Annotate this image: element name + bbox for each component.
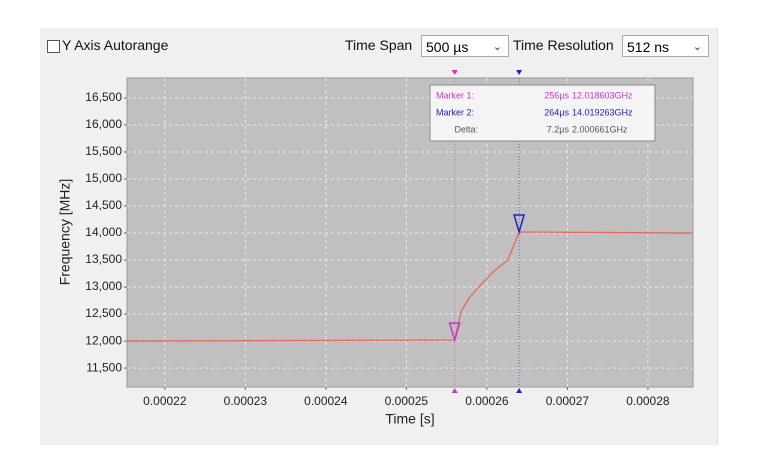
time-span-value: 500 µs	[426, 39, 469, 55]
time-resolution-select[interactable]: 512 ns ⌄	[622, 35, 709, 57]
x-tick-label: 0.00024	[304, 394, 348, 408]
marker-box	[429, 84, 656, 142]
y-tick-label: 16,500	[85, 90, 122, 104]
x-tick-label: 0.00025	[385, 394, 429, 408]
marker-name: Marker 2:	[436, 107, 474, 117]
marker-time: 264µs	[544, 107, 569, 117]
y-tick-label: 15,000	[85, 171, 122, 185]
marker	[513, 214, 526, 235]
marker	[448, 322, 461, 343]
y-tick-label: 13,500	[85, 252, 122, 266]
x-tick-label: 0.00028	[626, 394, 670, 408]
marker-bottom	[516, 388, 523, 393]
time-span-label: Time Span	[345, 37, 413, 53]
y-tick-label: 13,000	[85, 279, 122, 293]
chevron: ⌄	[692, 41, 702, 53]
time-span-select[interactable]: 500 µs ⌄	[421, 35, 509, 57]
autorange-label[interactable]: Y Axis Autorange	[62, 37, 169, 53]
x-tick-label: 0.00026	[465, 394, 509, 408]
marker-time: 256µs	[544, 90, 569, 100]
time-resolution-label: Time Resolution	[513, 37, 614, 53]
chevron: ⌄	[492, 41, 502, 53]
checkbox[interactable]	[47, 40, 60, 53]
x-axis-title: Time [s]	[385, 411, 434, 427]
y-tick-label: 12,500	[85, 306, 122, 320]
y-tick-label: 12,000	[85, 333, 122, 347]
x-tick-label: 0.00027	[546, 394, 590, 408]
marker-name: Delta:	[454, 124, 478, 134]
marker-name: Marker 1:	[436, 90, 474, 100]
y-tick-label: 16,000	[85, 117, 122, 131]
marker-freq: 2.000661GHz	[572, 124, 628, 134]
marker-top	[451, 70, 458, 75]
marker-freq: 12.018603GHz	[572, 90, 633, 100]
x-tick-label: 0.00023	[224, 394, 268, 408]
y-axis-title: Frequency [MHz]	[57, 179, 73, 286]
marker-bottom	[451, 388, 458, 393]
marker-top	[516, 70, 523, 75]
x-tick-label: 0.00022	[143, 394, 187, 408]
y-tick-label: 15,500	[85, 144, 122, 158]
time-resolution-value: 512 ns	[627, 39, 670, 55]
marker-time: 7.2µs	[547, 124, 570, 134]
y-tick-label: 14,500	[85, 198, 122, 212]
y-tick-label: 11,500	[86, 360, 122, 374]
marker-freq: 14.019263GHz	[572, 107, 633, 117]
y-tick-label: 14,000	[85, 225, 122, 239]
